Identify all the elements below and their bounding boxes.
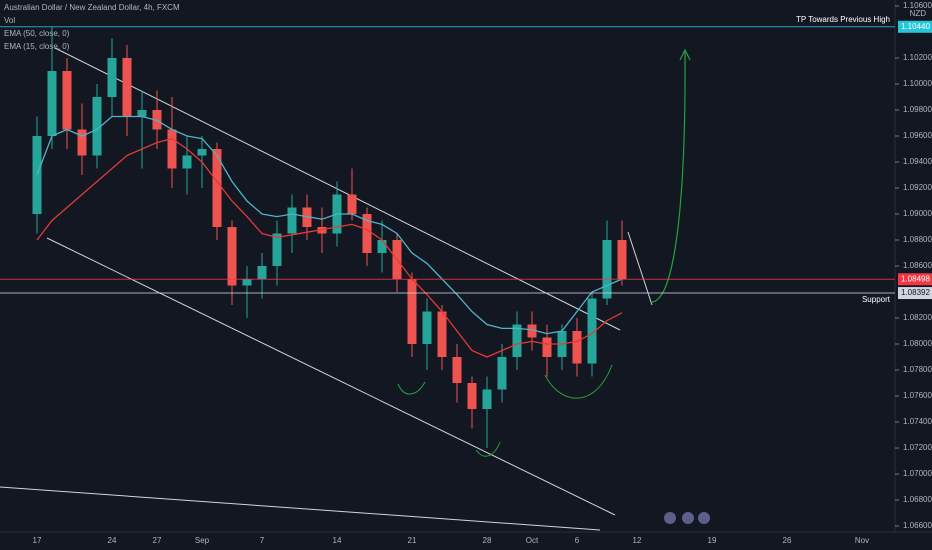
y-tick-label: 1.08200 [903, 313, 932, 322]
price-tag [898, 273, 932, 286]
candle-body [122, 57, 132, 117]
candle-body [47, 70, 57, 136]
x-tick-label: Oct [526, 536, 539, 545]
candle-body [602, 240, 612, 299]
price-tag [898, 287, 932, 300]
candle-body [242, 279, 252, 286]
x-tick-label: 27 [153, 536, 162, 545]
channel-line [46, 237, 616, 516]
candle-body [92, 96, 102, 156]
indicator-label: EMA (50, close, 0) [4, 29, 70, 38]
candle-body [407, 279, 417, 345]
candle-body [452, 357, 462, 384]
x-tick-label: 26 [783, 536, 792, 545]
y-tick-label: 1.10600 [903, 1, 932, 10]
candle-body [182, 155, 192, 169]
y-tick-label: 1.10200 [903, 53, 932, 62]
price-label: 1.10440 [901, 22, 930, 31]
candle-body [287, 207, 297, 234]
y-tick-label: 1.10000 [903, 79, 932, 88]
curve [544, 364, 613, 399]
projection-arrow [651, 51, 686, 303]
candle-body [422, 311, 432, 345]
candle-body [527, 324, 537, 338]
candle-body [347, 194, 357, 214]
candle-body [197, 148, 207, 156]
candle-body [587, 298, 597, 364]
currency-label: NZD [910, 9, 927, 18]
x-tick-label: 6 [575, 536, 580, 545]
price-label: 1.08498 [901, 274, 930, 283]
candle-body [512, 324, 522, 358]
curve [397, 381, 426, 395]
y-tick-label: 1.07800 [903, 365, 932, 374]
candle-body [227, 227, 237, 286]
candle-body [482, 389, 492, 410]
y-tick-label: 1.08000 [903, 339, 932, 348]
candle-body [212, 148, 222, 228]
x-tick-label: 24 [108, 536, 117, 545]
event-icon[interactable] [698, 512, 710, 524]
candle-body [497, 357, 507, 390]
x-tick-label: 14 [333, 536, 342, 545]
x-tick-label: 21 [408, 536, 417, 545]
candle-body [377, 240, 387, 254]
candle-body [617, 240, 627, 280]
y-tick-label: 1.09800 [903, 105, 932, 114]
y-tick-label: 1.09200 [903, 183, 932, 192]
candle-body [437, 311, 447, 358]
candle-body [467, 383, 477, 410]
candle-body [167, 129, 177, 169]
x-tick-label: Nov [855, 536, 869, 545]
candle-body [107, 57, 117, 97]
candle-body [62, 70, 72, 130]
y-tick-label: 1.06800 [903, 495, 932, 504]
candle-body [362, 214, 372, 254]
price-line-text: TP Towards Previous High [796, 15, 890, 24]
x-tick-label: 7 [260, 536, 265, 545]
candle-body [257, 266, 267, 280]
price-line-text: Support [862, 295, 891, 304]
y-tick-label: 1.08800 [903, 235, 932, 244]
x-tick-label: Sep [195, 536, 210, 545]
y-tick-label: 1.06600 [903, 521, 932, 530]
x-tick-label: 19 [708, 536, 717, 545]
candle-body [272, 233, 282, 267]
event-icon[interactable] [664, 512, 676, 524]
indicator-label: Vol [4, 16, 15, 25]
y-tick-label: 1.07600 [903, 391, 932, 400]
y-tick-label: 1.09400 [903, 157, 932, 166]
x-tick-label: 17 [33, 536, 42, 545]
chart-title: Australian Dollar / New Zealand Dollar, … [4, 3, 180, 12]
event-icon[interactable] [682, 512, 694, 524]
y-tick-label: 1.07000 [903, 469, 932, 478]
y-tick-label: 1.09000 [903, 209, 932, 218]
price-label: 1.08392 [901, 288, 930, 297]
y-tick-label: 1.07200 [903, 443, 932, 452]
x-tick-label: 12 [633, 536, 642, 545]
candle-body [572, 331, 582, 364]
y-tick-label: 1.07400 [903, 417, 932, 426]
price-tag [898, 20, 932, 33]
y-tick-label: 1.08600 [903, 261, 932, 270]
trend-line [0, 486, 601, 531]
arrow-head [679, 48, 691, 61]
curve [475, 441, 501, 457]
indicator-label: EMA (15, close, 0) [4, 42, 70, 51]
y-tick-label: 1.09600 [903, 131, 932, 140]
candle-body [542, 337, 552, 358]
ema-line [36, 115, 623, 335]
ema-line [36, 137, 623, 358]
x-tick-label: 28 [483, 536, 492, 545]
candle-body [77, 129, 87, 156]
candle-body [137, 109, 147, 117]
